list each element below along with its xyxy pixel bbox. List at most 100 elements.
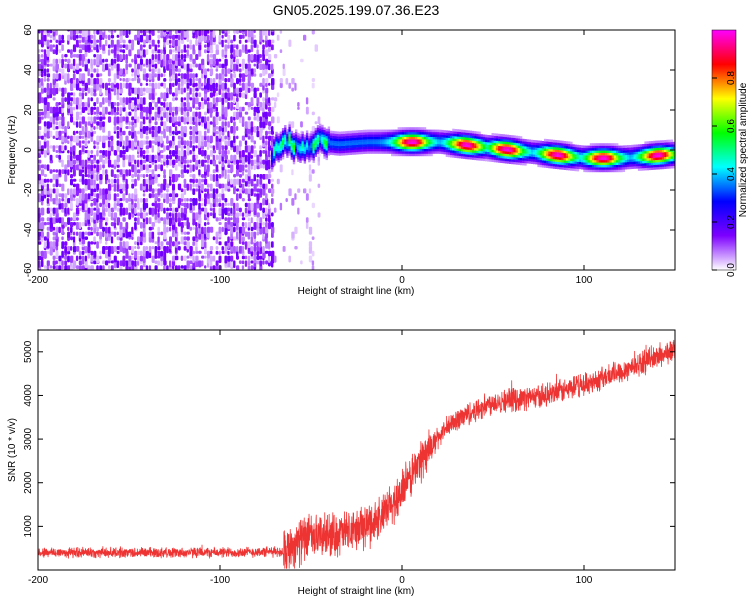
spectrogram-cell — [436, 132, 440, 135]
spectrogram-cell — [378, 132, 381, 135]
spectrogram-cell — [495, 135, 499, 139]
spectrogram-cell — [268, 222, 271, 230]
spectrogram-cell — [557, 166, 560, 170]
spectrogram-cell — [148, 44, 152, 50]
spectrogram-cell — [583, 164, 586, 168]
spectrogram-cell — [209, 260, 213, 267]
spectrogram-cell — [256, 217, 259, 222]
spectrogram-cell — [174, 87, 179, 94]
spectrogram-cell — [624, 159, 628, 163]
spectrogram-cell — [215, 102, 219, 107]
spectrogram-cell — [485, 137, 488, 140]
spectrogram-cell — [349, 130, 352, 134]
spectrogram-cell — [539, 150, 542, 153]
spectrogram-cell — [49, 265, 53, 269]
spectrogram-cell — [73, 25, 76, 29]
spectrogram-cell — [607, 145, 610, 149]
spectrogram-cell — [404, 144, 407, 147]
spectrogram-cell — [253, 73, 257, 77]
spectrogram-cell — [107, 159, 112, 168]
spectrogram-cell — [594, 160, 597, 163]
spectrogram-cell — [160, 183, 164, 191]
spectrogram-cell — [46, 121, 51, 129]
spectrogram-cell — [329, 142, 333, 146]
spectrogram-cell — [259, 102, 263, 108]
spectrogram-cell — [224, 121, 227, 127]
spectrogram-cell — [40, 217, 45, 222]
spectrogram-cell — [530, 151, 534, 155]
spectrogram-cell — [145, 87, 150, 94]
spectrogram-cell — [299, 141, 302, 144]
spectrogram-cell — [160, 250, 164, 257]
spectrogram-cell — [256, 54, 260, 62]
spectrogram-cell — [259, 54, 262, 58]
spectrogram-cell — [163, 106, 167, 113]
spectrogram-cell — [163, 92, 167, 100]
spectrogram-cell — [384, 141, 387, 145]
spectrogram-cell — [607, 157, 610, 161]
spectrogram-cell — [362, 146, 366, 150]
spectrogram-cell — [585, 148, 588, 151]
spectrogram-cell — [430, 132, 433, 135]
spectrogram-cell — [546, 160, 549, 164]
spectrogram-cell — [275, 155, 278, 159]
spectrogram-cell — [157, 106, 161, 115]
spectrogram-cell — [131, 246, 135, 254]
spectrogram-cell — [430, 129, 433, 133]
spectrogram-cell — [131, 58, 134, 63]
spectrogram-cell — [253, 106, 257, 113]
spectrogram-cell — [570, 165, 573, 169]
spectrogram-cell — [125, 222, 129, 230]
spectrogram-cell — [238, 193, 242, 199]
spectrogram-cell — [343, 148, 346, 151]
spectrogram-cell — [46, 222, 50, 226]
spectrogram-cell — [107, 116, 112, 123]
spectrogram-cell — [81, 87, 85, 93]
spectrogram-cell — [434, 141, 438, 145]
spectrogram-cell — [550, 161, 553, 164]
spectrogram-cell — [336, 138, 339, 142]
spectrogram-cell — [253, 255, 257, 264]
spectrogram-cell — [552, 149, 556, 152]
spectrogram-cell — [311, 126, 316, 132]
spectrogram-cell — [105, 246, 109, 251]
spectrogram-cell — [99, 54, 102, 62]
spectrogram-cell — [241, 34, 245, 39]
spectrogram-cell — [201, 73, 204, 79]
spectrogram-cell — [480, 153, 483, 156]
spectrogram-cell — [589, 155, 593, 158]
spectrogram-cell — [297, 207, 300, 215]
spectrogram-cell — [195, 116, 198, 123]
spectrogram-cell — [336, 141, 339, 144]
spectrogram-cell — [163, 207, 166, 214]
spectrogram-cell — [388, 151, 392, 154]
spectrogram-cell — [373, 139, 376, 142]
spectrogram-cell — [195, 188, 199, 192]
spectrogram-cell — [336, 148, 339, 151]
spectrogram-cell — [142, 198, 146, 204]
spectrogram-cell — [485, 156, 488, 159]
spectrogram-cell — [367, 146, 370, 149]
spectrogram-cell — [247, 198, 251, 202]
spectrogram-cell — [169, 260, 172, 268]
spectrogram-cell — [329, 140, 333, 143]
spectrogram-cell — [233, 236, 237, 241]
spectrogram-cell — [64, 126, 67, 133]
spectrogram-cell — [81, 255, 85, 262]
spectrogram-cell — [78, 178, 83, 183]
spectrogram-cell — [467, 135, 470, 138]
spectrogram-cell — [351, 135, 355, 138]
spectrogram-cell — [471, 157, 475, 160]
spectrogram-cell — [592, 160, 595, 163]
spectrogram-cell — [265, 226, 269, 234]
spectrogram-cell — [327, 126, 331, 130]
spectrogram-cell — [624, 166, 628, 170]
spectrogram-cell — [489, 147, 492, 150]
spectrogram-cell — [351, 133, 355, 136]
spectrogram-cell — [273, 54, 278, 59]
spectrogram-cell — [142, 159, 147, 164]
spectrogram-cell — [247, 73, 252, 81]
spectrogram-cell — [253, 150, 257, 158]
spectrogram-cell — [46, 111, 50, 119]
spectrogram-cell — [535, 147, 538, 150]
